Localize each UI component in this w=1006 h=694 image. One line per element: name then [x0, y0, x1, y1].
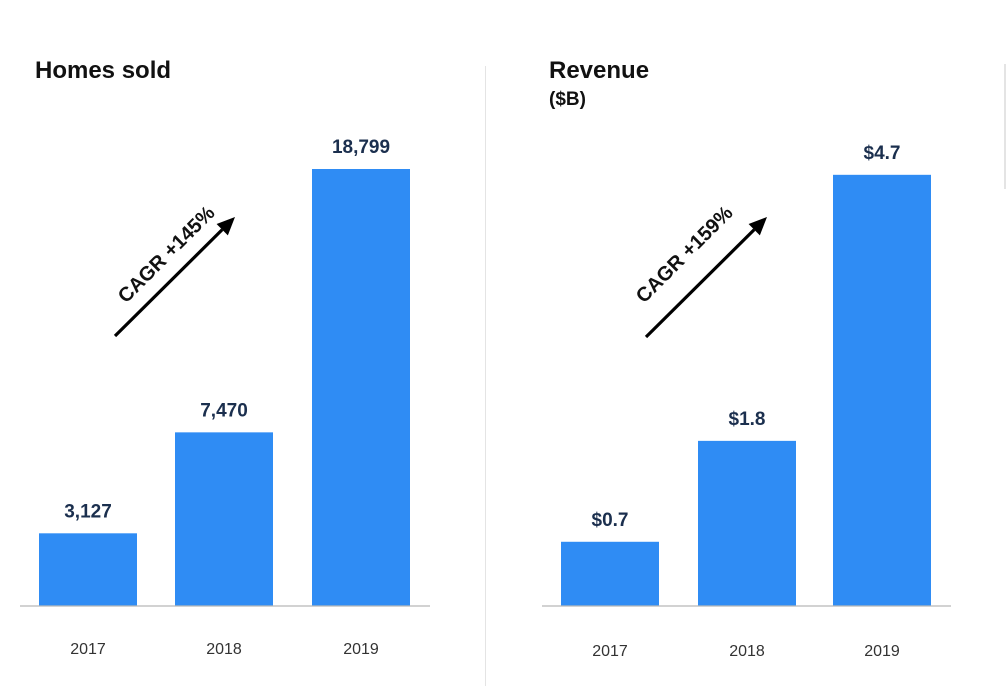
- x-tick-label-2019: 2019: [343, 641, 379, 658]
- x-tick-label-2018: 2018: [729, 643, 765, 660]
- revenue-title: Revenue: [549, 57, 650, 84]
- x-tick-label-2019: 2019: [864, 643, 900, 660]
- value-label-2018: $1.8: [729, 409, 766, 430]
- bar-2018: [698, 440, 796, 606]
- bar-2019: [312, 169, 410, 606]
- homes-sold-chart: 3,127 2017 7,470 2018 18,799 2019 CAGR +145%: [20, 137, 430, 658]
- cagr-arrow: [644, 217, 767, 339]
- cagr-arrow: [113, 217, 235, 338]
- homes-sold-panel: Homes sold 3,127 2017 7,470 2018 18,799 2019 C…: [0, 0, 485, 694]
- value-label-2019: 18,799: [332, 137, 390, 158]
- bar-2017: [39, 533, 137, 606]
- value-label-2017: 3,127: [64, 501, 112, 522]
- bar-2017: [561, 541, 659, 606]
- value-label-2017: $0.7: [592, 510, 629, 531]
- bar-2018: [175, 432, 273, 606]
- panel-divider: [485, 66, 486, 686]
- edge-divider: [1004, 64, 1006, 189]
- x-tick-label-2017: 2017: [70, 641, 106, 658]
- bar-2019: [833, 174, 931, 607]
- revenue-panel: Revenue ($B) $0.7 2017 $1.8 2018 $4.7 2019 CAG…: [486, 0, 1006, 694]
- revenue-chart: $0.7 2017 $1.8 2018 $4.7 2019 CAGR +159%: [542, 143, 951, 660]
- cagr-label: CAGR +145%: [114, 202, 220, 308]
- homes-sold-title: Homes sold: [35, 57, 172, 84]
- x-tick-label-2017: 2017: [592, 643, 628, 660]
- x-tick-label-2018: 2018: [206, 641, 242, 658]
- cagr-label: CAGR +159%: [632, 202, 738, 308]
- value-label-2018: 7,470: [200, 400, 248, 421]
- revenue-subtitle: ($B): [549, 89, 586, 110]
- value-label-2019: $4.7: [864, 143, 901, 164]
